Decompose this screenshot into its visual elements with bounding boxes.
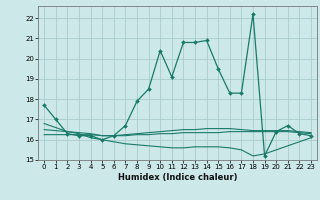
X-axis label: Humidex (Indice chaleur): Humidex (Indice chaleur): [118, 173, 237, 182]
